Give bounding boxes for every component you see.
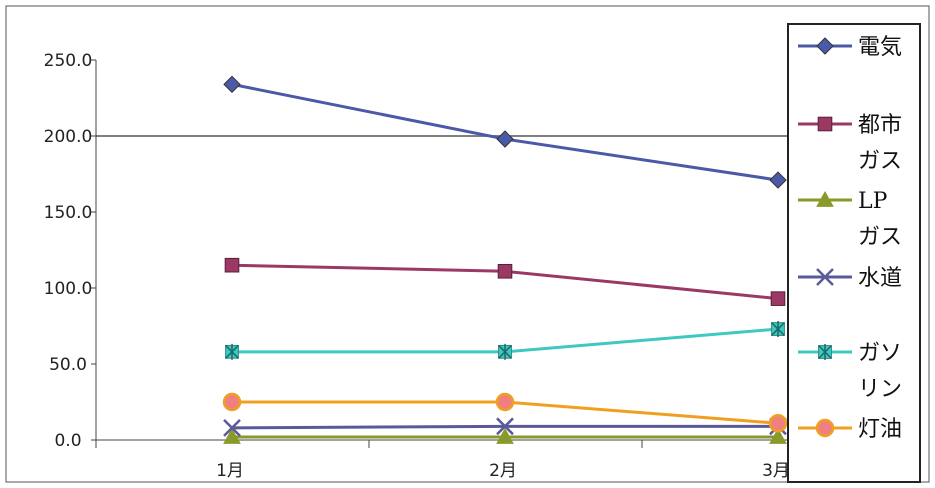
y-tick-label: 250.0 — [44, 51, 93, 71]
data-point — [497, 263, 513, 279]
axis-layer: 0.0 50.0 100.0 150.0 200.0 250.0 1月 2月 3月 — [44, 51, 790, 481]
legend-label: ガス — [858, 225, 902, 250]
data-point — [771, 321, 785, 338]
data-point — [223, 75, 241, 94]
series-5 — [222, 392, 788, 433]
data-point — [496, 130, 514, 148]
legend-marker — [818, 344, 832, 360]
data-point — [769, 171, 787, 189]
data-point — [223, 427, 241, 444]
legend-label: 灯油 — [858, 417, 902, 442]
legend-label: ガソ — [858, 341, 902, 366]
data-point — [498, 343, 512, 360]
data-point — [224, 257, 240, 273]
legend-label: 水道 — [858, 266, 902, 291]
marker-stroke — [816, 268, 834, 286]
series-1 — [224, 257, 786, 306]
series-2 — [223, 427, 787, 444]
y-tick-label: 50.0 — [49, 355, 87, 375]
y-tick-label: 0.0 — [54, 431, 81, 451]
legend-marker — [816, 37, 834, 55]
marker-stroke — [496, 417, 514, 436]
legend-label: 都市 — [858, 113, 902, 138]
data-point — [496, 417, 514, 436]
y-tick-label: 150.0 — [44, 203, 93, 223]
legend-marker — [815, 418, 835, 438]
legend-box — [787, 23, 921, 483]
legend-label: LP — [858, 189, 888, 214]
legend-marker — [817, 116, 833, 132]
data-point — [769, 427, 787, 444]
legend-marker — [816, 190, 834, 207]
legend-entry-5: 灯油 — [798, 417, 902, 442]
series-layer — [222, 75, 788, 444]
marker-stroke — [223, 418, 241, 437]
legend-entry-3: 水道 — [798, 266, 902, 291]
data-point — [223, 418, 241, 437]
legend-entry-2: LP ガス — [798, 189, 902, 250]
data-point — [225, 343, 239, 360]
data-point — [768, 414, 788, 433]
legend-label: 電気 — [858, 35, 902, 60]
series-4 — [225, 321, 785, 360]
data-point — [222, 392, 242, 412]
x-tick-label: 3月 — [762, 461, 790, 481]
data-point — [770, 291, 786, 306]
legend-label: リン — [858, 377, 902, 402]
data-point — [496, 427, 514, 444]
legend-label: ガス — [858, 149, 902, 174]
series-0 — [223, 75, 787, 189]
y-tick-label: 100.0 — [44, 279, 93, 299]
data-point — [495, 392, 515, 412]
legend-entry-0: 電気 — [798, 35, 902, 60]
x-tick-label: 1月 — [216, 461, 244, 481]
legend-marker — [816, 268, 834, 286]
x-tick-label: 2月 — [489, 461, 517, 481]
y-tick-label: 200.0 — [44, 127, 93, 147]
